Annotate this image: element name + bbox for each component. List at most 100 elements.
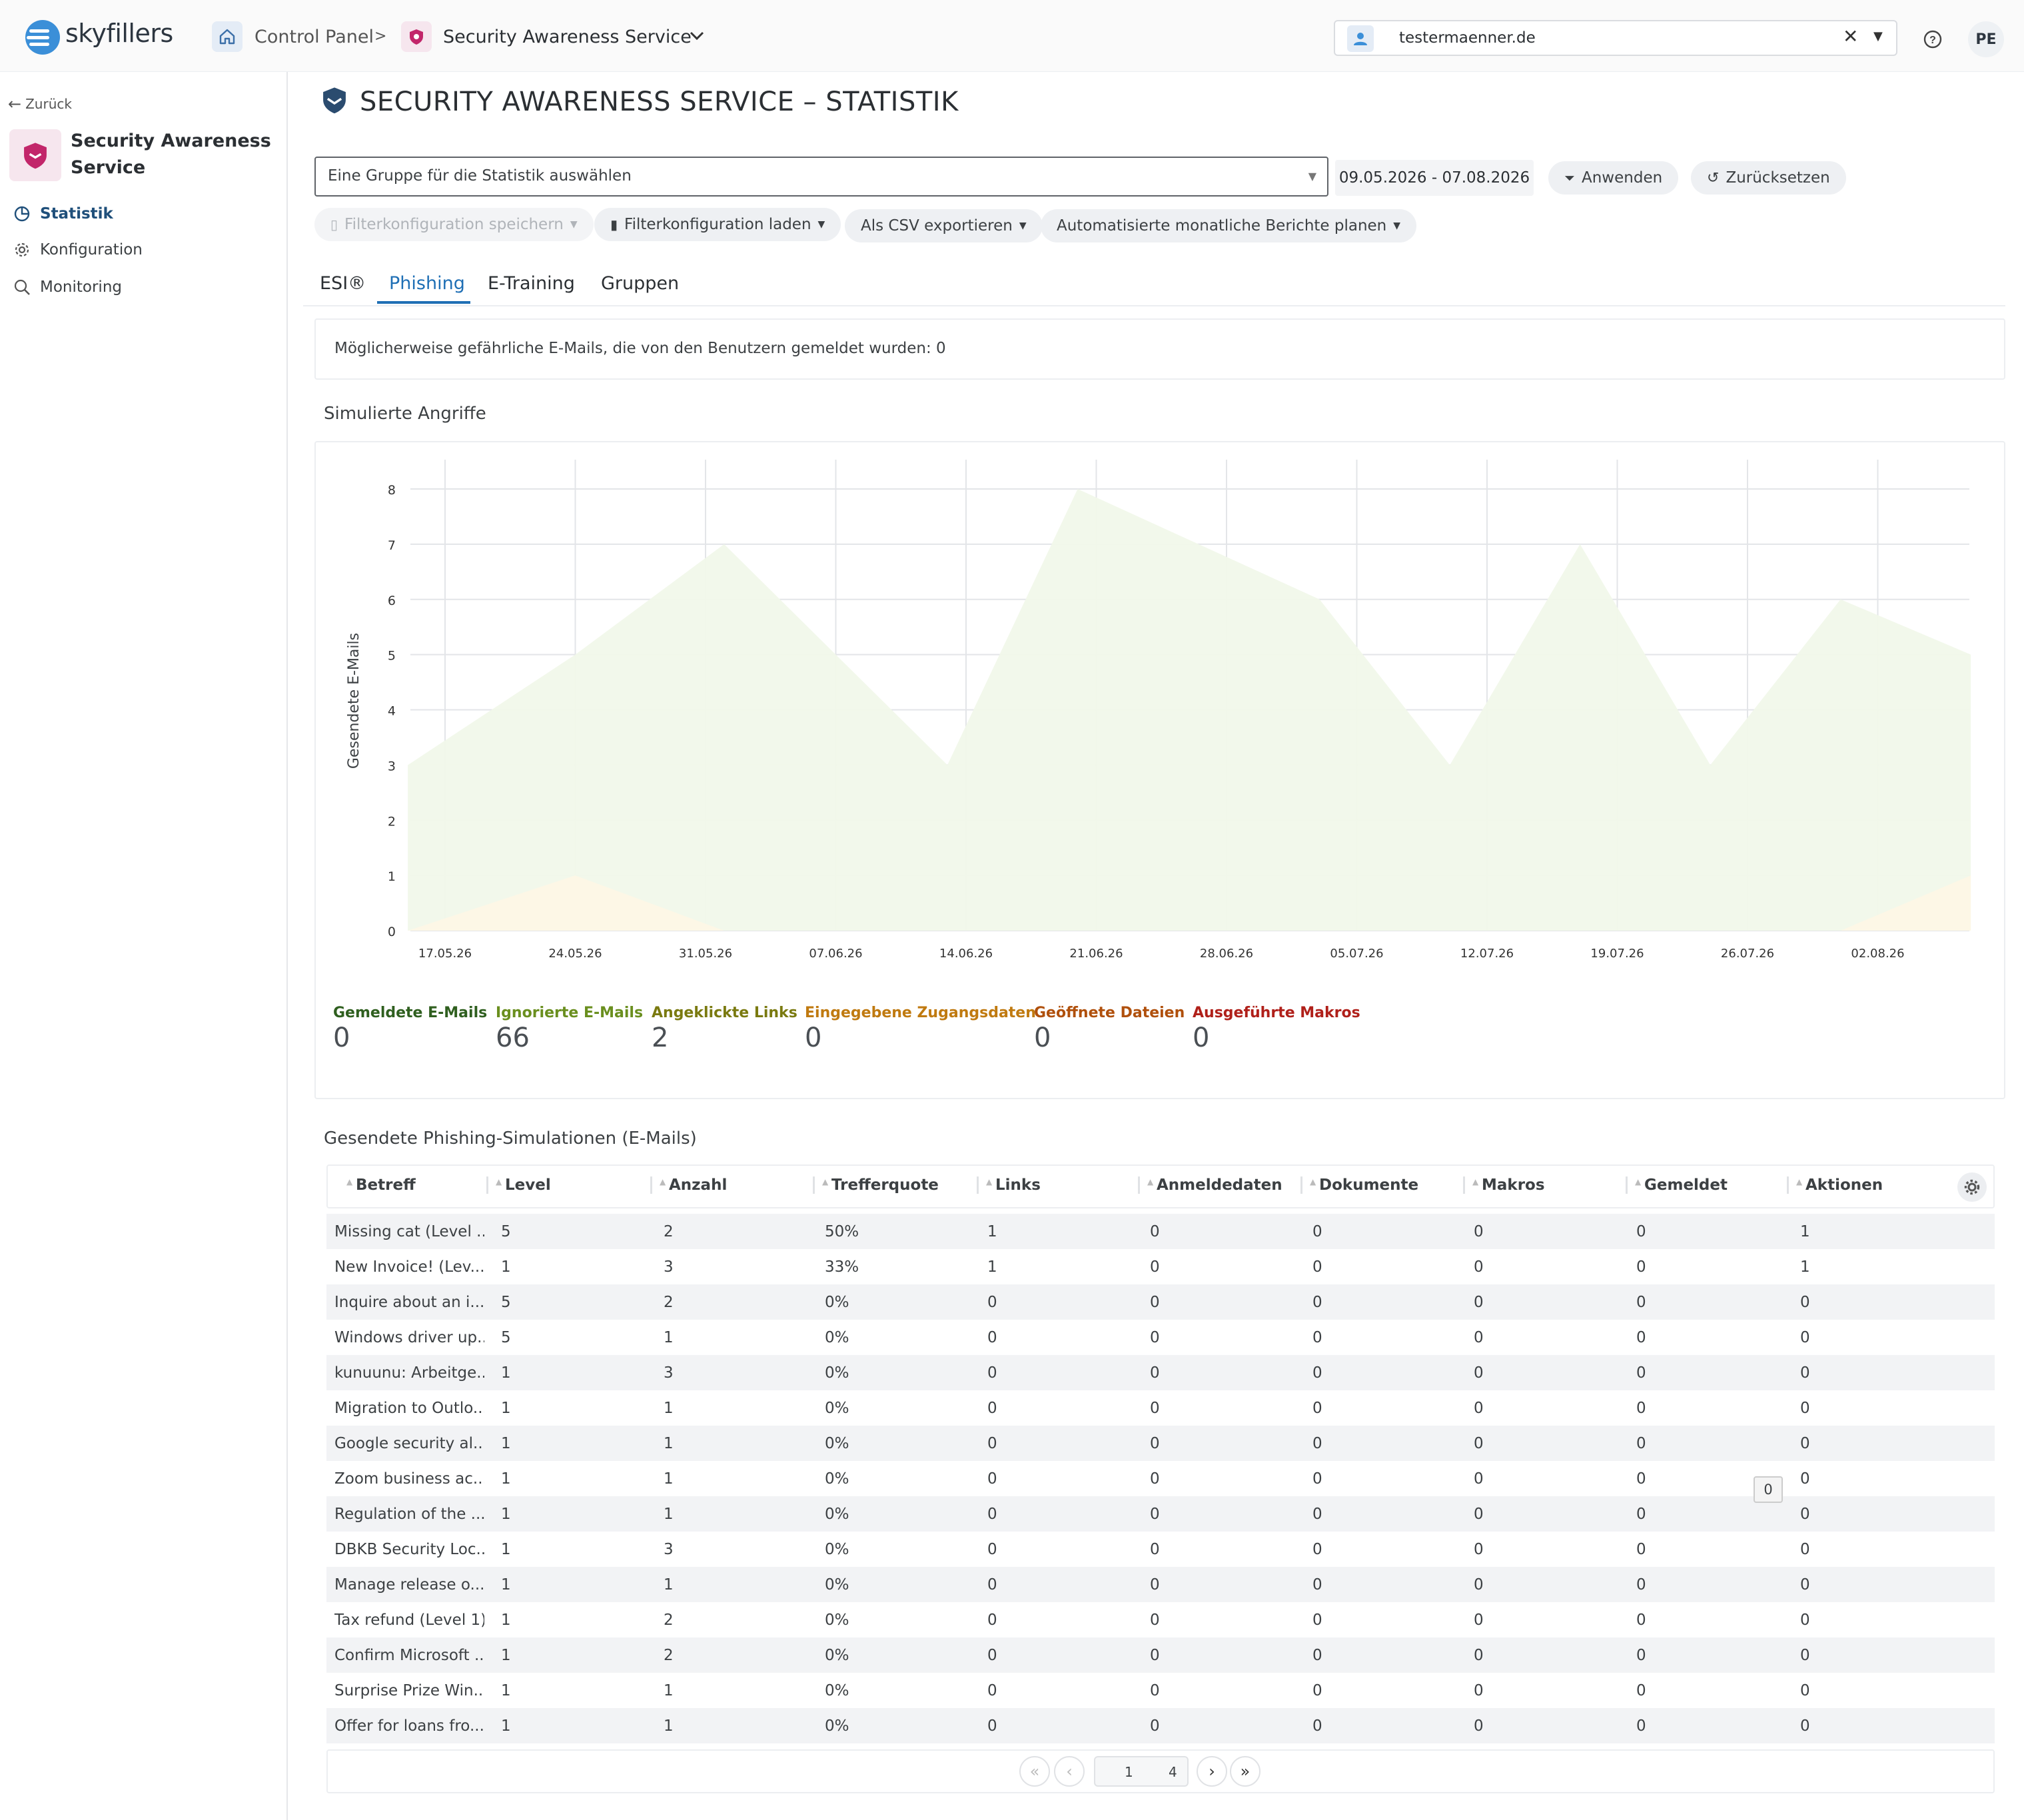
sort-icon[interactable]: ▲ xyxy=(346,1177,353,1186)
sort-icon[interactable]: ▲ xyxy=(496,1177,502,1186)
column-separator[interactable] xyxy=(1300,1176,1302,1194)
table-cell: 0 xyxy=(1150,1329,1160,1346)
sidebar-item-monitoring[interactable]: Monitoring xyxy=(13,278,122,296)
column-header[interactable]: Anzahl xyxy=(669,1176,728,1194)
table-row[interactable]: Migration to Outlo... 1 1 0% 0 0 0 0 0 0 xyxy=(326,1390,1995,1426)
table-cell: 0% xyxy=(825,1717,849,1735)
column-header[interactable]: Gemeldet xyxy=(1644,1176,1728,1194)
column-separator[interactable] xyxy=(486,1176,488,1194)
column-header[interactable]: Dokumente xyxy=(1319,1176,1419,1194)
caret-down-icon[interactable]: ▼ xyxy=(1873,29,1883,43)
table-cell: 0 xyxy=(1474,1329,1484,1346)
table-row[interactable]: New Invoice! (Lev... 1 3 33% 1 0 0 0 0 1 xyxy=(326,1249,1995,1284)
table-row[interactable]: Regulation of the ... 1 1 0% 0 0 0 0 0 0 xyxy=(326,1496,1995,1532)
group-select[interactable]: Eine Gruppe für die Statistik auswählen … xyxy=(314,157,1328,197)
avatar[interactable]: PE xyxy=(1968,21,2004,57)
sort-icon[interactable]: ▲ xyxy=(986,1177,993,1186)
table-cell: 0 xyxy=(1150,1223,1160,1240)
sort-icon[interactable]: ▲ xyxy=(1472,1177,1479,1186)
chevron-down-icon[interactable] xyxy=(688,29,706,43)
sort-icon[interactable]: ▲ xyxy=(822,1177,829,1186)
table-cell: Offer for loans fro... xyxy=(334,1717,484,1735)
date-range-input[interactable]: 09.05.2026 - 07.08.2026 xyxy=(1335,160,1534,196)
table-cell: 0 xyxy=(1636,1223,1646,1240)
column-separator[interactable] xyxy=(813,1176,815,1194)
column-separator[interactable] xyxy=(1138,1176,1140,1194)
table-cell: 0 xyxy=(1150,1435,1160,1452)
sidebar-item-statistik[interactable]: Statistik xyxy=(13,205,113,223)
user-icon-box xyxy=(1347,25,1374,52)
column-header[interactable]: Makros xyxy=(1482,1176,1545,1194)
column-separator[interactable] xyxy=(1626,1176,1628,1194)
table-cell: 1 xyxy=(664,1506,674,1523)
table-cell: 1 xyxy=(501,1506,511,1523)
apply-button[interactable]: ⏷ Anwenden xyxy=(1548,161,1679,195)
table-settings-button[interactable] xyxy=(1957,1172,1987,1202)
next-page-button[interactable]: › xyxy=(1197,1756,1227,1787)
table-cell: 0 xyxy=(1636,1647,1646,1664)
column-separator[interactable] xyxy=(1787,1176,1789,1194)
tab-esi[interactable]: ESI® xyxy=(320,273,366,294)
sort-icon[interactable]: ▲ xyxy=(1310,1177,1316,1186)
table-cell: 0 xyxy=(1636,1470,1646,1488)
table-row[interactable]: Zoom business ac... 1 1 0% 0 0 0 0 0 0 xyxy=(326,1461,1995,1496)
first-page-button[interactable]: « xyxy=(1019,1756,1050,1787)
table-cell: 1 xyxy=(664,1470,674,1488)
magnifier-icon xyxy=(14,279,30,295)
y-tick-label: 1 xyxy=(388,869,396,884)
back-link[interactable]: ← Zurück xyxy=(8,95,72,113)
logo-text[interactable]: skyfillers xyxy=(65,19,173,48)
reset-button[interactable]: ↺ Zurücksetzen xyxy=(1691,161,1846,195)
schedule-reports-button[interactable]: Automatisierte monatliche Berichte plane… xyxy=(1041,209,1417,242)
load-config-button[interactable]: ▮ Filterkonfiguration laden ▼ xyxy=(594,208,841,241)
help-icon[interactable]: ? xyxy=(1923,29,1943,49)
reset-icon: ↺ xyxy=(1707,169,1720,187)
table-row[interactable]: Manage release o... 1 1 0% 0 0 0 0 0 0 xyxy=(326,1567,1995,1602)
sort-icon[interactable]: ▲ xyxy=(1635,1177,1642,1186)
table-row[interactable]: Confirm Microsoft ... 1 2 0% 0 0 0 0 0 0 xyxy=(326,1637,1995,1673)
column-header[interactable]: Links xyxy=(995,1176,1041,1194)
export-csv-label: Als CSV exportieren xyxy=(861,217,1013,234)
home-button[interactable] xyxy=(212,21,243,52)
table-row[interactable]: Offer for loans fro... 1 1 0% 0 0 0 0 0 0 xyxy=(326,1708,1995,1743)
table-row[interactable]: Google security al... 1 1 0% 0 0 0 0 0 0 xyxy=(326,1426,1995,1461)
table-row[interactable]: Windows driver up... 5 1 0% 0 0 0 0 0 0 xyxy=(326,1320,1995,1355)
column-header[interactable]: Aktionen xyxy=(1805,1176,1883,1194)
column-header[interactable]: Trefferquote xyxy=(831,1176,939,1194)
table-row[interactable]: Missing cat (Level ... 5 2 50% 1 0 0 0 0 1 xyxy=(326,1214,1995,1249)
page-input[interactable]: 1 4 xyxy=(1094,1756,1189,1787)
table-row[interactable]: Inquire about an i... 5 2 0% 0 0 0 0 0 0 xyxy=(326,1284,1995,1320)
table-cell: 0 xyxy=(1474,1435,1484,1452)
table-cell: 0 xyxy=(1150,1541,1160,1558)
table-row[interactable]: Tax refund (Level 1) 1 2 0% 0 0 0 0 0 0 xyxy=(326,1602,1995,1637)
sort-icon[interactable]: ▲ xyxy=(1147,1177,1154,1186)
table-row[interactable]: kunuunu: Arbeitge... 1 3 0% 0 0 0 0 0 0 xyxy=(326,1355,1995,1390)
column-separator[interactable] xyxy=(650,1176,652,1194)
sort-icon[interactable]: ▲ xyxy=(660,1177,666,1186)
breadcrumb-service[interactable]: Security Awareness Service xyxy=(443,27,692,47)
column-header[interactable]: Betreff xyxy=(356,1176,416,1194)
tab-phishing[interactable]: Phishing xyxy=(389,273,465,294)
save-config-button[interactable]: ▯ Filterkonfiguration speichern ▼ xyxy=(314,208,594,241)
tenant-select[interactable]: testermaenner.de ✕ ▼ xyxy=(1334,20,1897,56)
tab-e-training[interactable]: E-Training xyxy=(488,273,575,294)
current-page: 1 xyxy=(1125,1764,1133,1780)
breadcrumb-control-panel[interactable]: Control Panel xyxy=(254,27,374,47)
shield-icon xyxy=(323,87,346,114)
sidebar-item-konfiguration[interactable]: Konfiguration xyxy=(13,241,143,258)
column-header[interactable]: Level xyxy=(505,1176,551,1194)
prev-page-button[interactable]: ‹ xyxy=(1054,1756,1085,1787)
table-cell: 0% xyxy=(825,1329,849,1346)
sort-icon[interactable]: ▲ xyxy=(1796,1177,1803,1186)
column-separator[interactable] xyxy=(977,1176,979,1194)
table-cell: Tax refund (Level 1) xyxy=(334,1611,484,1629)
table-row[interactable]: Surprise Prize Win... 1 1 0% 0 0 0 0 0 0 xyxy=(326,1673,1995,1708)
table-cell: 0 xyxy=(1312,1506,1322,1523)
clear-icon[interactable]: ✕ xyxy=(1843,25,1859,47)
table-row[interactable]: DBKB Security Loc... 1 3 0% 0 0 0 0 0 0 xyxy=(326,1532,1995,1567)
column-separator[interactable] xyxy=(1463,1176,1465,1194)
tab-gruppen[interactable]: Gruppen xyxy=(601,273,680,294)
column-header[interactable]: Anmeldedaten xyxy=(1157,1176,1282,1194)
last-page-button[interactable]: » xyxy=(1230,1756,1261,1787)
export-csv-button[interactable]: Als CSV exportieren ▼ xyxy=(845,209,1043,242)
